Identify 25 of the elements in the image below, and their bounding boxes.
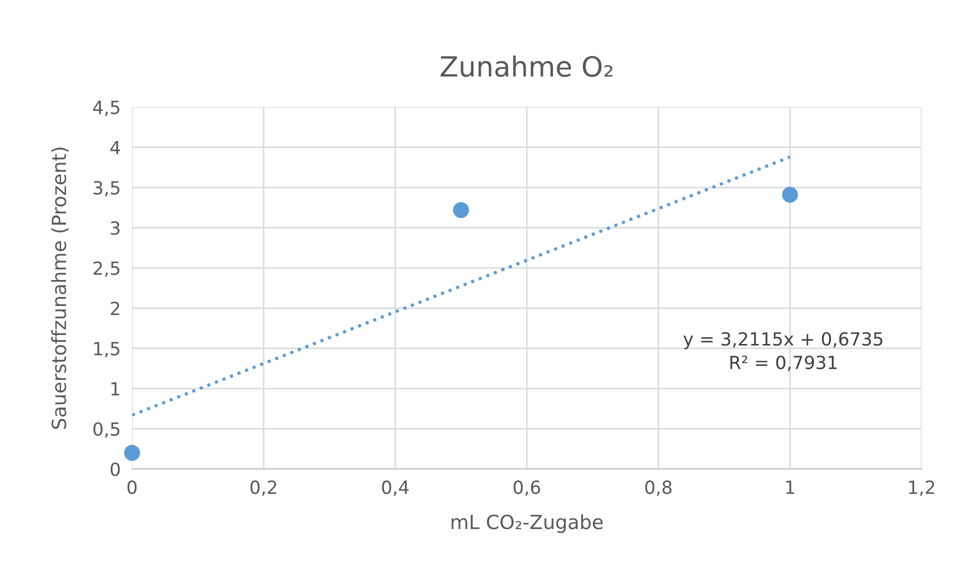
y-tick-label: 2,5 bbox=[94, 261, 120, 277]
x-tick-label: 1,2 bbox=[909, 480, 934, 496]
y-tick-label: 4 bbox=[110, 141, 120, 154]
y-tick-label: 2 bbox=[110, 302, 120, 316]
x-tick-label: 0,4 bbox=[382, 480, 409, 496]
y-tick-label: 3,5 bbox=[94, 180, 120, 196]
y-tick-label: 1 bbox=[111, 382, 120, 396]
y-tick-label: 0 bbox=[110, 462, 120, 476]
x-axis-title: mL CO₂-Zugabe bbox=[452, 514, 603, 534]
point bbox=[453, 202, 470, 218]
y-tick-label: 1,5 bbox=[94, 342, 120, 358]
point bbox=[782, 186, 798, 203]
y-axis-title: Sauerstoffzunahme (Prozent) bbox=[51, 148, 69, 429]
x-tick-label: 0,8 bbox=[645, 480, 672, 496]
point bbox=[124, 444, 140, 461]
annotation: y = 3,2115x + 0,6735 bbox=[683, 332, 882, 350]
x-tick-label: 1 bbox=[786, 480, 794, 494]
x-tick-label: 0,2 bbox=[250, 480, 276, 496]
y-tick-label: 0,5 bbox=[93, 422, 120, 438]
chart-title: Zunahme O₂ bbox=[440, 55, 613, 77]
y-tick-label: 4,5 bbox=[93, 100, 120, 116]
x-tick-label: 0,6 bbox=[514, 480, 540, 496]
x-tick-label: 0 bbox=[128, 480, 137, 494]
y-tick-label: 3 bbox=[110, 221, 120, 235]
annotation: R² = 0,7931 bbox=[730, 356, 837, 372]
